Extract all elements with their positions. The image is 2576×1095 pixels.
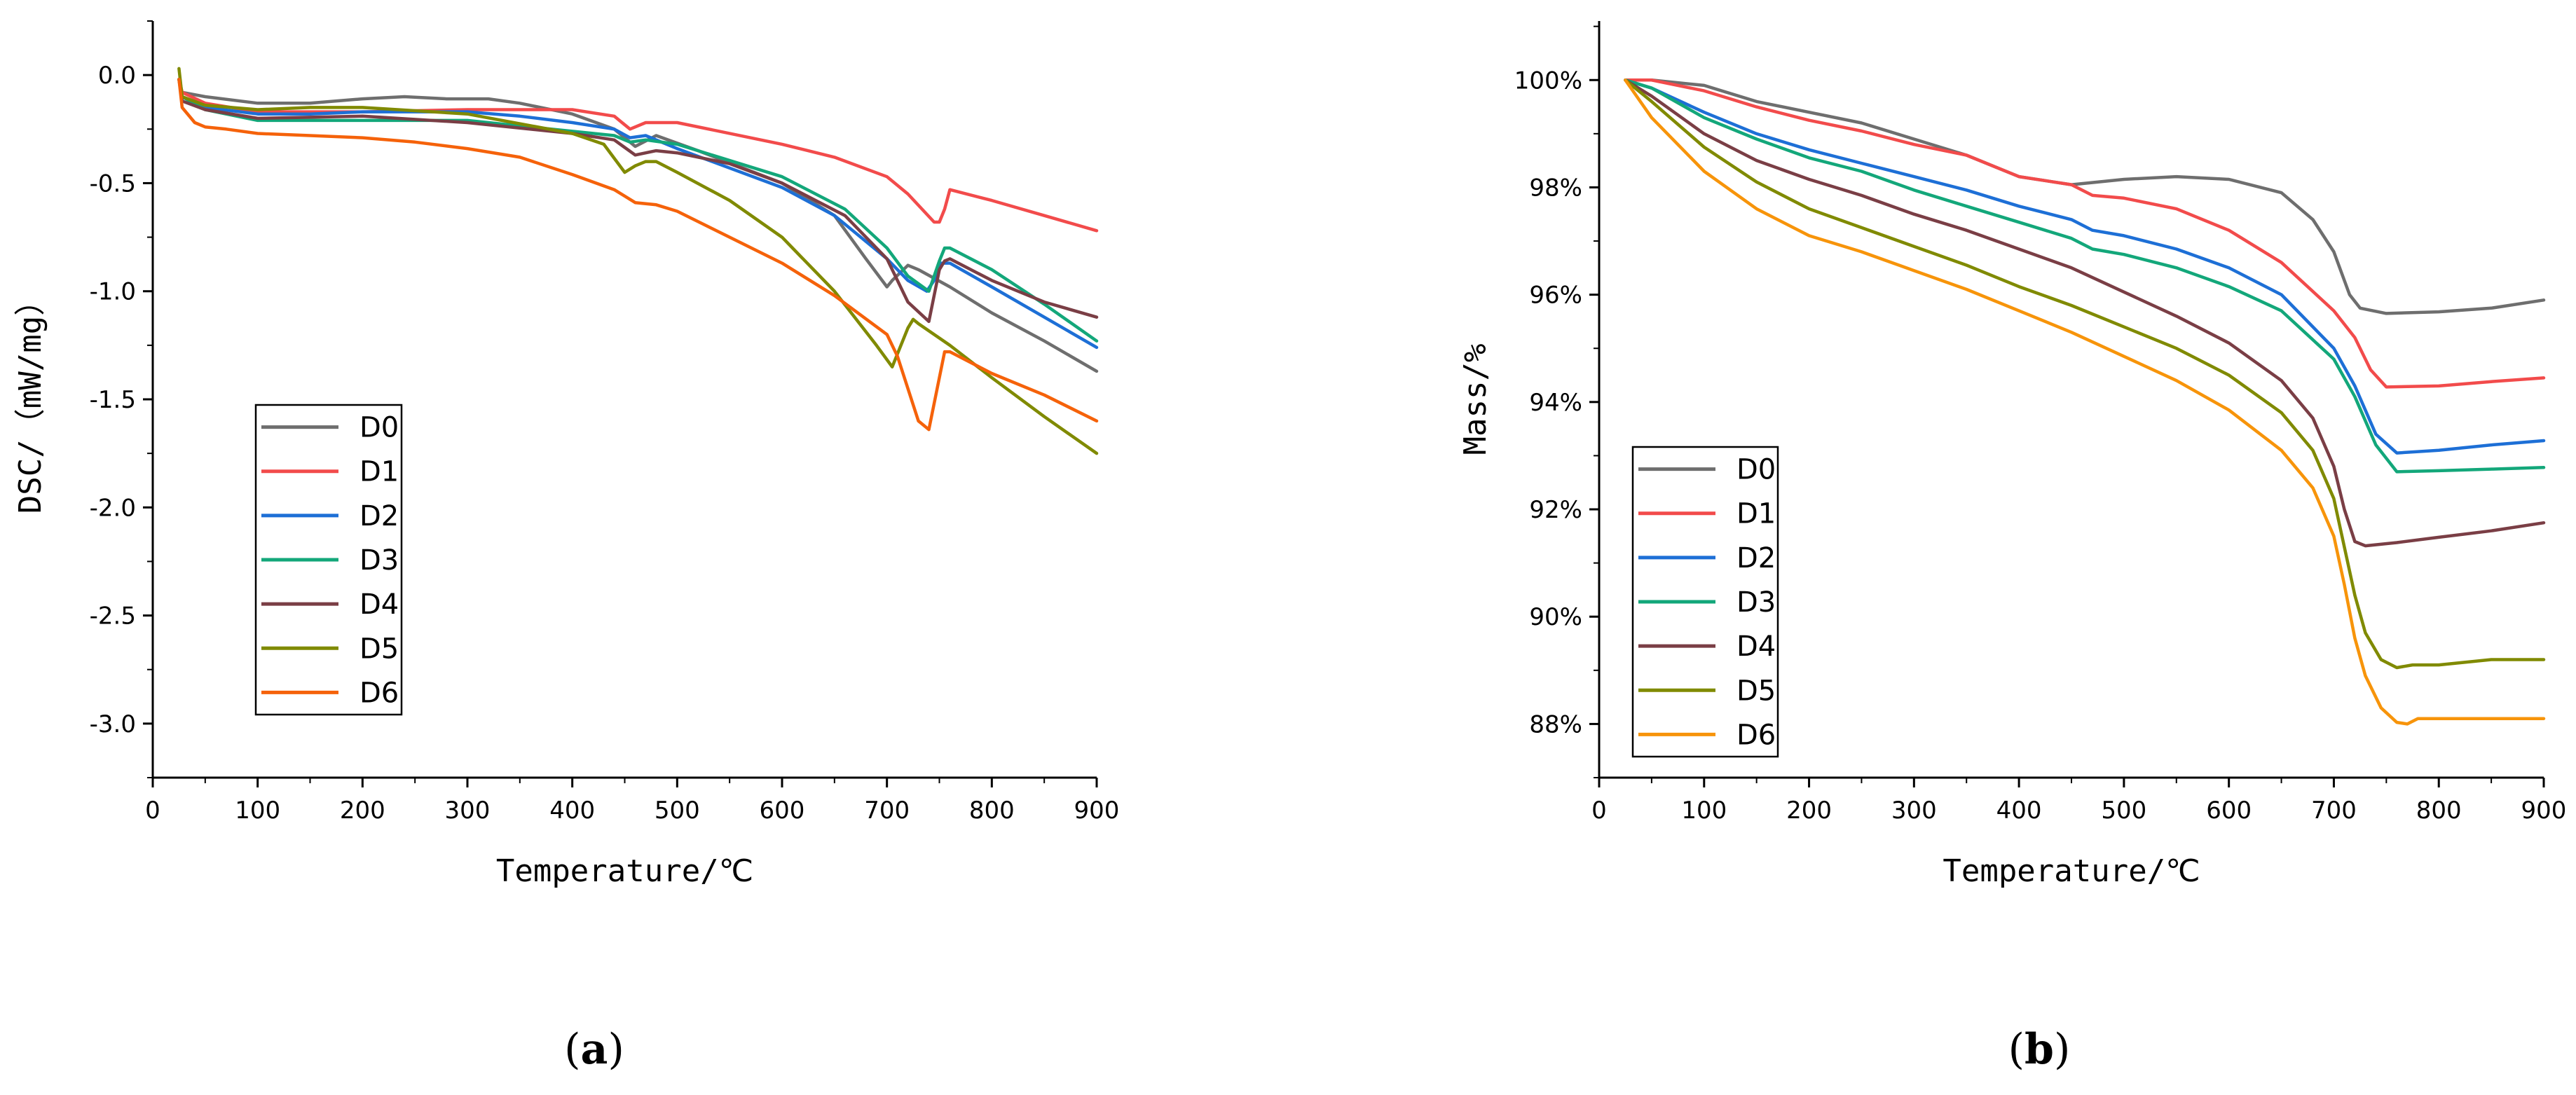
legend-label-d4: D4 [359,588,399,621]
x-tick-label: 500 [2101,797,2146,825]
legend-label-d6: D6 [1736,719,1776,751]
x-tick-label: 600 [2206,797,2252,825]
x-tick-label: 300 [445,797,491,825]
y-tick-label: 100% [1514,67,1582,95]
series-line-d6 [177,78,1099,432]
legend-label-d0: D0 [359,412,399,444]
x-tick-label: 100 [235,797,280,825]
y-tick-label: -2.0 [90,494,136,522]
panel-label-a: (a) [564,1025,624,1074]
y-tick-label: 92% [1529,496,1582,524]
series-line-d1 [1624,78,2546,389]
legend-label-d3: D3 [359,544,399,577]
series-line-d0 [177,78,1099,373]
legend-label-d6: D6 [359,677,399,709]
x-tick-label: 200 [340,797,385,825]
chart-panel-b: 0 100 200 300 400 500 600 700 800 900 100% 98% 96% 94… [1458,21,2566,889]
y-tick-label: -0.5 [90,170,136,198]
x-tick-label: 0 [145,797,160,825]
series-line-d5 [1624,78,2546,670]
y-tick-label: -1.0 [90,278,136,306]
chart-panel-a: 0 100 200 300 400 500 600 700 800 900 0.0 -0.5 -1.0 -… [13,20,1120,889]
x-tick-label: 900 [1074,797,1120,825]
x-tick-label: 800 [969,797,1015,825]
series-line-d2 [1624,78,2546,455]
y-tick-label: 98% [1529,174,1582,202]
legend-label-d0: D0 [1736,454,1776,486]
y-tick-label: 88% [1529,710,1582,738]
series-line-d0 [1624,78,2546,315]
legend-label-d4: D4 [1736,631,1776,663]
y-tick-label: 0.0 [98,62,136,90]
y-tick-label: 94% [1529,389,1582,417]
y-axis-title: DSC/（mW/mg） [13,285,48,514]
series-line-d1 [177,78,1099,233]
legend-label-d1: D1 [359,456,399,488]
y-tick-label: 90% [1529,603,1582,631]
y-tick-label: -2.5 [90,602,136,631]
series-line-d5 [177,67,1099,455]
y-tick-label: -1.5 [90,386,136,414]
series-line-d4 [177,78,1099,324]
x-tick-label: 900 [2521,797,2567,825]
x-tick-label: 400 [1996,797,2042,825]
series-line-d3 [1624,78,2546,474]
x-axis-title: Temperature/℃ [1943,853,2200,889]
x-tick-label: 700 [864,797,910,825]
panel-label-b: (b) [2008,1025,2071,1074]
x-tick-label: 300 [1891,797,1937,825]
x-tick-label: 0 [1591,797,1607,825]
x-tick-label: 500 [655,797,700,825]
legend-label-d5: D5 [1736,675,1776,707]
legend-label-d3: D3 [1736,586,1776,619]
x-tick-label: 100 [1681,797,1727,825]
x-tick-label: 800 [2416,797,2462,825]
x-tick-label: 600 [760,797,805,825]
x-tick-label: 700 [2311,797,2357,825]
y-tick-label: -3.0 [90,710,136,738]
x-axis-title: Temperature/℃ [496,853,753,889]
legend-label-d1: D1 [1736,498,1776,530]
legend-label-d2: D2 [359,500,399,532]
y-tick-label: 96% [1529,282,1582,310]
series-line-d6 [1624,78,2546,726]
series-line-d4 [1624,78,2546,548]
legend-label-d2: D2 [1736,542,1776,574]
legend-label-d5: D5 [359,633,399,665]
x-tick-label: 400 [549,797,595,825]
series-line-d3 [177,78,1099,343]
x-tick-label: 200 [1786,797,1832,825]
y-axis-title: Mass/% [1458,344,1493,455]
